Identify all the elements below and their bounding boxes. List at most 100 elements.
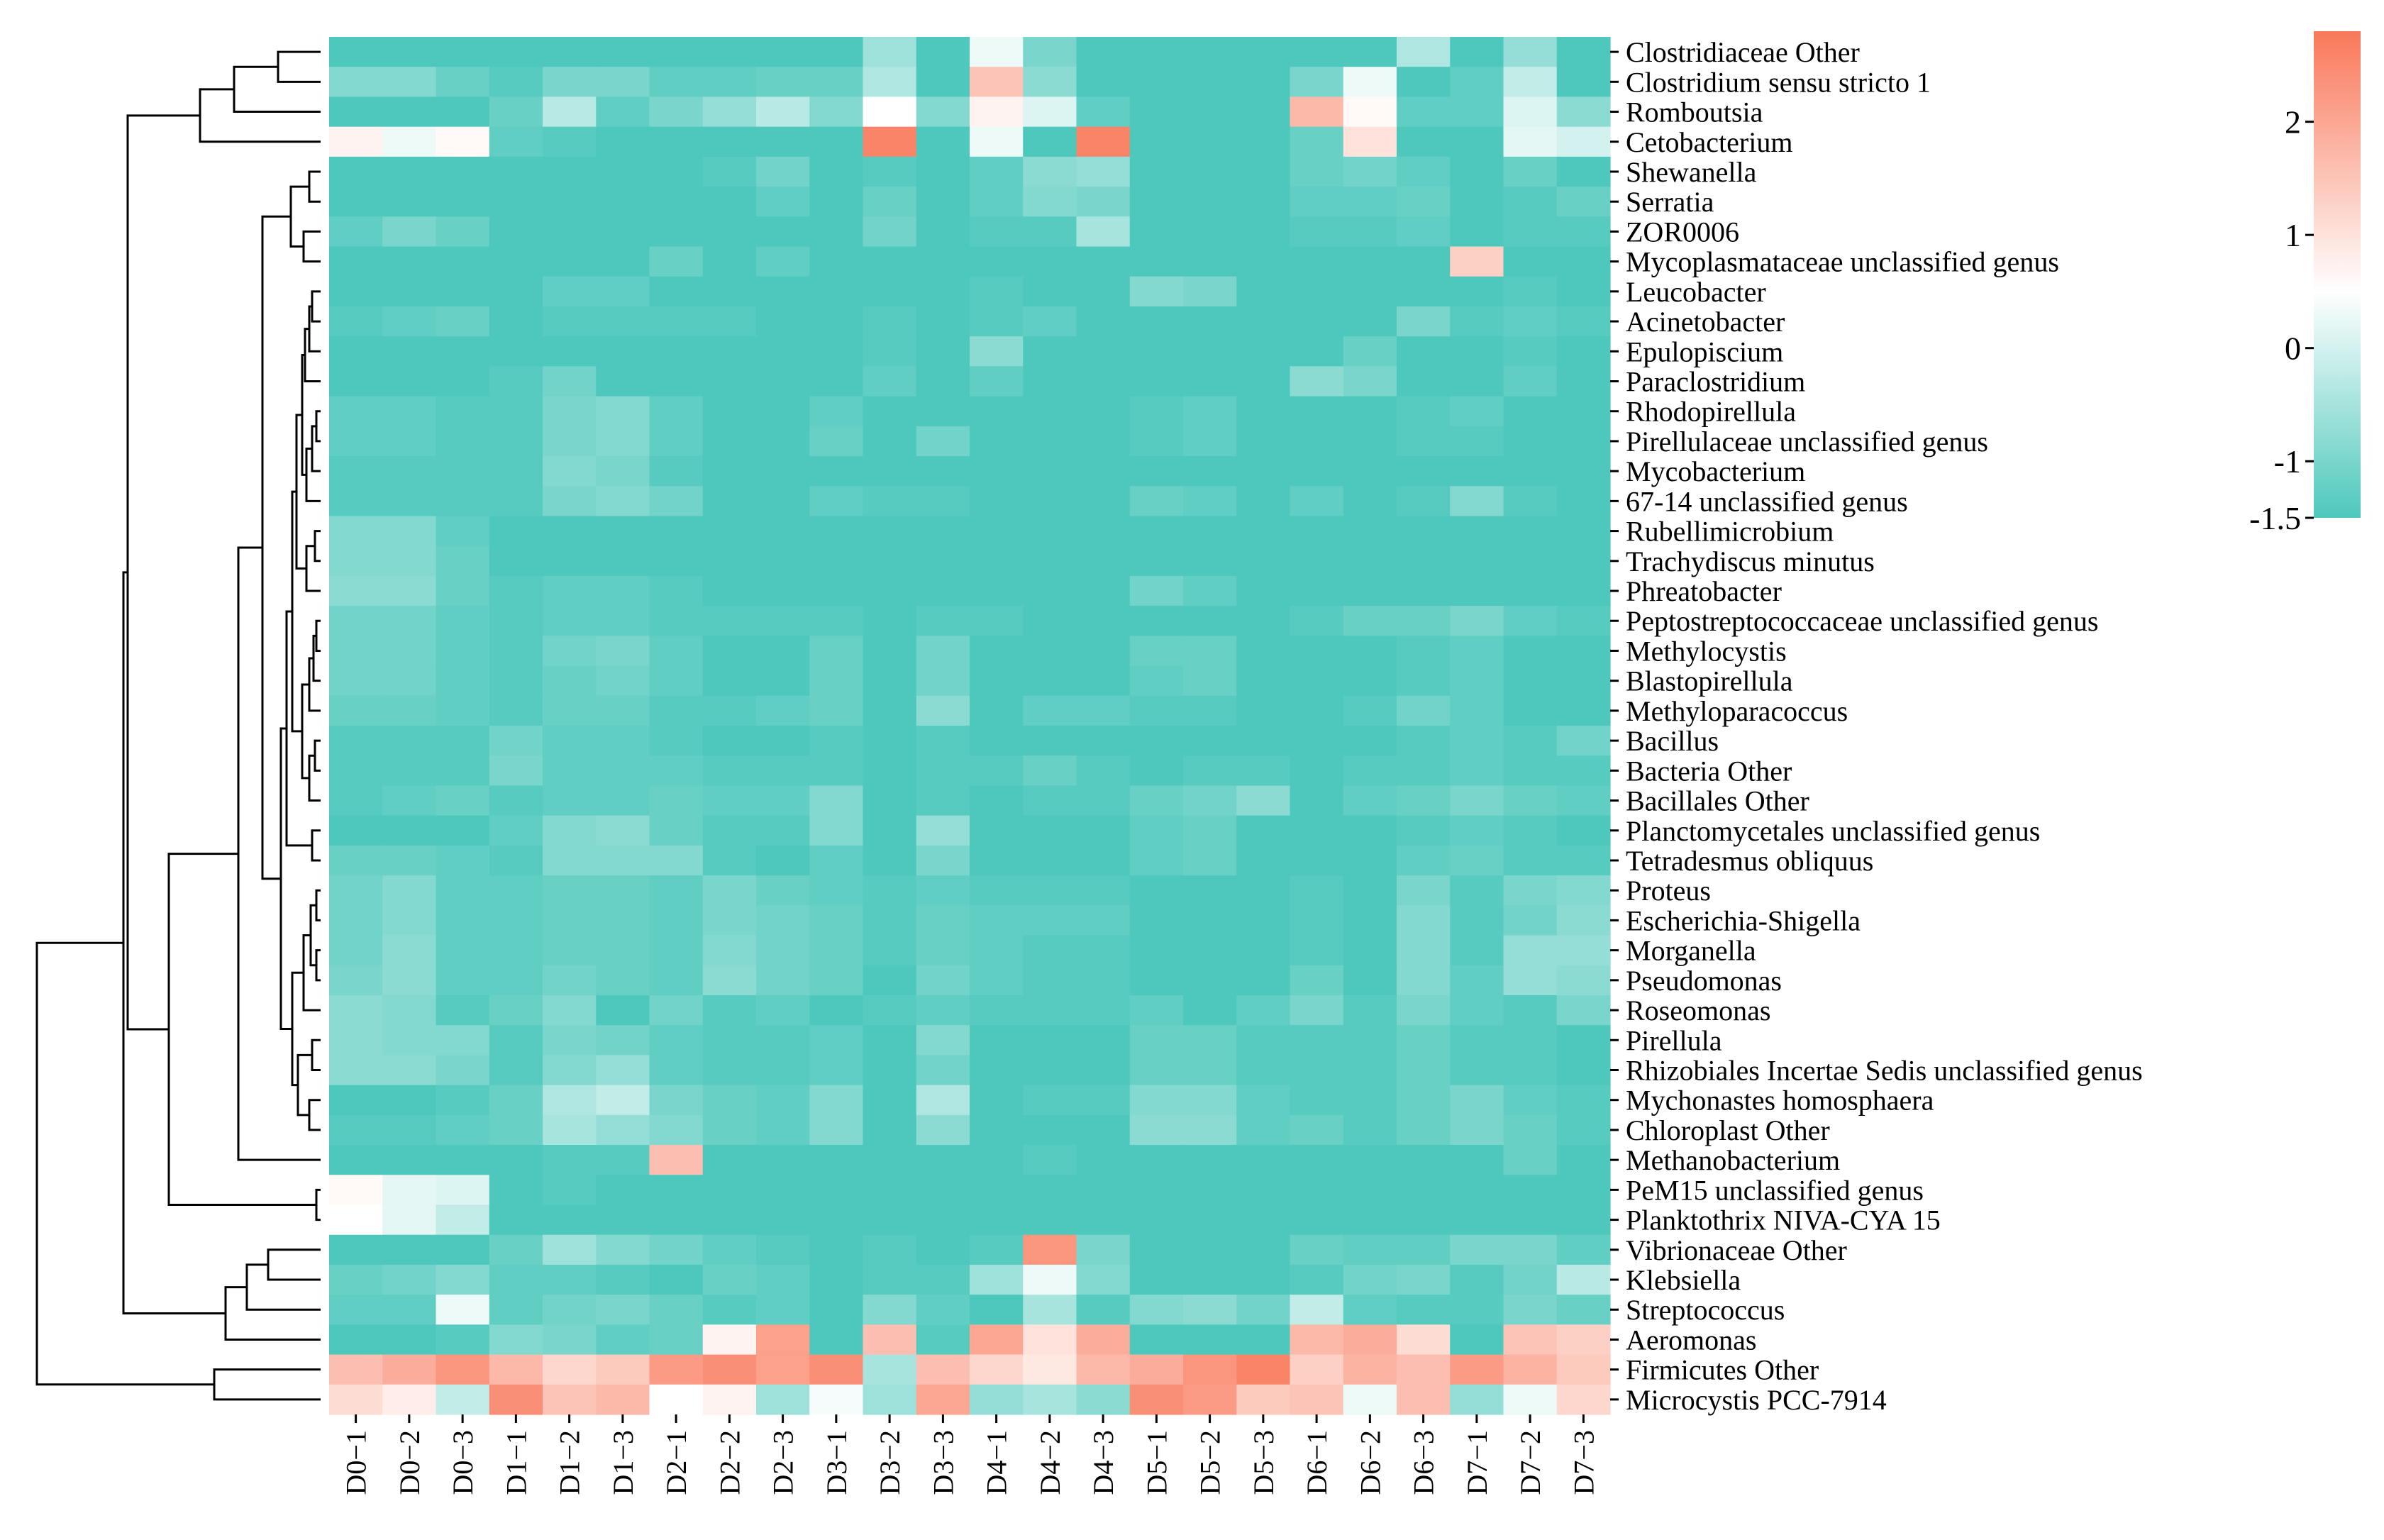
heatmap-cell — [702, 726, 757, 756]
heatmap-cell — [916, 695, 970, 726]
heatmap-cell — [1343, 37, 1397, 67]
heatmap-cell — [649, 875, 704, 906]
heatmap-cell — [489, 845, 543, 876]
heatmap-cell — [756, 37, 810, 67]
heatmap-cell — [863, 1384, 917, 1415]
heatmap-cell — [1450, 216, 1504, 248]
heatmap-cell — [1076, 606, 1131, 636]
heatmap-cell — [1236, 875, 1291, 906]
heatmap-cell — [436, 246, 490, 277]
heatmap-cell — [1129, 995, 1184, 1026]
heatmap-cell — [436, 1234, 490, 1265]
heatmap-cell — [809, 187, 864, 217]
heatmap-cell — [1129, 965, 1184, 996]
heatmap-cell — [1343, 1055, 1397, 1086]
heatmap-cell — [1397, 845, 1451, 876]
heatmap-cell — [382, 755, 437, 787]
heatmap-cell — [702, 336, 757, 367]
heatmap-cell — [1023, 156, 1077, 187]
heatmap-cell — [970, 1295, 1024, 1325]
heatmap-cell — [1076, 965, 1131, 996]
heatmap-cell — [489, 1025, 543, 1056]
heatmap-cell — [1236, 905, 1291, 936]
heatmap-cell — [1503, 306, 1558, 337]
heatmap-cell — [1076, 636, 1131, 667]
heatmap-cell — [649, 1114, 704, 1146]
heatmap-cell — [1397, 1384, 1451, 1415]
heatmap-cell — [543, 545, 597, 577]
heatmap-cell — [1397, 187, 1451, 217]
heatmap-cell — [1076, 67, 1131, 98]
heatmap-cell — [489, 755, 543, 787]
heatmap-cell — [1450, 1204, 1504, 1236]
row-label: Pirellulaceae unclassified genus — [1626, 426, 1988, 458]
heatmap-cell — [329, 875, 383, 906]
heatmap-cell — [1236, 995, 1291, 1026]
heatmap-cell — [1450, 935, 1504, 966]
heatmap-cell — [329, 545, 383, 577]
heatmap-cell — [1183, 396, 1237, 427]
heatmap-cell — [1503, 187, 1558, 217]
heatmap-cell — [1183, 1025, 1237, 1056]
heatmap-cell — [1076, 905, 1131, 936]
heatmap-cell — [1129, 1354, 1184, 1385]
heatmap-cell — [970, 1055, 1024, 1086]
heatmap-cell — [702, 995, 757, 1026]
heatmap-cell — [702, 1055, 757, 1086]
heatmap-cell — [756, 1025, 810, 1056]
heatmap-cell — [596, 1204, 650, 1236]
heatmap-cell — [1556, 995, 1611, 1026]
heatmap-cell — [1503, 1384, 1558, 1415]
heatmap-cell — [1343, 995, 1397, 1026]
heatmap-cell — [489, 366, 543, 397]
heatmap-cell — [1397, 606, 1451, 636]
heatmap-cell — [970, 1384, 1024, 1415]
heatmap-cell — [596, 575, 650, 606]
heatmap-cell — [1450, 187, 1504, 217]
heatmap-cell — [1076, 516, 1131, 547]
heatmap-cell — [1450, 396, 1504, 427]
heatmap-cell — [1450, 1025, 1504, 1056]
heatmap-cell — [1343, 785, 1397, 816]
heatmap-cell — [1503, 456, 1558, 487]
heatmap-cell — [543, 426, 597, 457]
heatmap-cell — [489, 276, 543, 307]
row-label: Peptostreptococcaceae unclassified genus — [1626, 605, 2098, 637]
row-label: Trachydiscus minutus — [1626, 545, 1875, 577]
heatmap-cell — [1236, 1324, 1291, 1356]
heatmap-cell — [1236, 1085, 1291, 1116]
heatmap-cell — [970, 67, 1024, 98]
heatmap-cell — [649, 1085, 704, 1116]
heatmap-cell — [863, 187, 917, 217]
heatmap-cell — [1023, 486, 1077, 517]
heatmap-cell — [702, 396, 757, 427]
dendrogram-branch — [315, 619, 321, 652]
heatmap-cell — [382, 336, 437, 367]
heatmap-cell — [1556, 726, 1611, 756]
heatmap-cell — [1023, 37, 1077, 67]
heatmap-cell — [1076, 1085, 1131, 1116]
heatmap-cell — [1450, 96, 1504, 128]
heatmap-cell — [1129, 156, 1184, 187]
heatmap-cell — [649, 1145, 704, 1175]
heatmap-cell — [649, 276, 704, 307]
heatmap-cell — [1556, 785, 1611, 816]
heatmap-cell — [543, 1324, 597, 1356]
heatmap-cell — [970, 1114, 1024, 1146]
heatmap-cell — [1129, 875, 1184, 906]
heatmap-cell — [1290, 96, 1344, 128]
heatmap-cell — [970, 246, 1024, 277]
heatmap-cell — [916, 545, 970, 577]
heatmap-cell — [916, 905, 970, 936]
heatmap-cell — [1023, 755, 1077, 787]
column-label: D4−2 — [1034, 1430, 1066, 1495]
row-label: ZOR0006 — [1626, 216, 1739, 248]
heatmap-cell — [596, 1055, 650, 1086]
dendrogram-branch — [122, 571, 226, 1315]
heatmap-cell — [489, 1295, 543, 1325]
heatmap-cell — [1343, 246, 1397, 277]
heatmap-cell — [809, 1324, 864, 1356]
dendrogram-branch — [305, 545, 321, 592]
heatmap-cell — [916, 156, 970, 187]
heatmap-cell — [649, 396, 704, 427]
